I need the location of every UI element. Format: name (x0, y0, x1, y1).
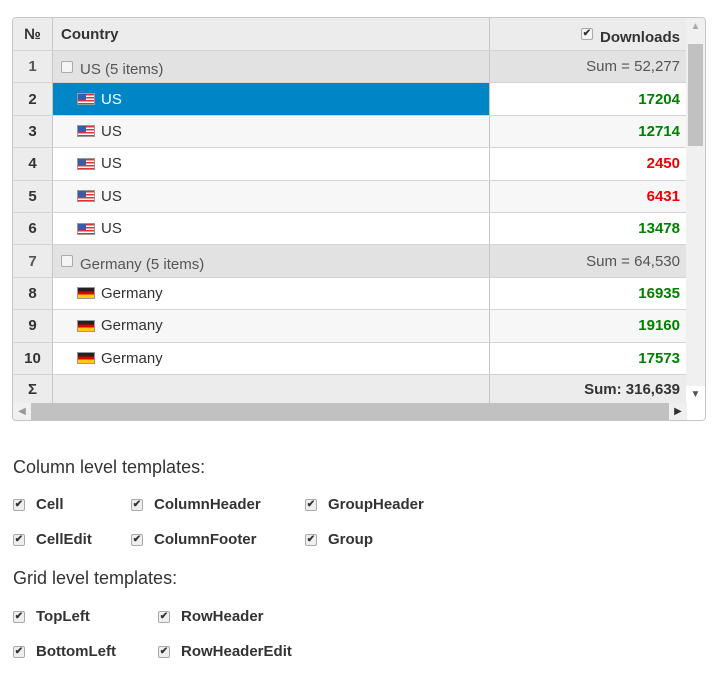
checkbox[interactable]: ✔ (131, 498, 143, 511)
group-checkbox[interactable] (61, 255, 73, 268)
option-celledit[interactable]: ✔ CellEdit (13, 531, 92, 548)
grid-templates-title: Grid level templates: (13, 568, 178, 588)
horizontal-scrollbar[interactable]: ◀ ▶ (13, 403, 687, 420)
checkbox[interactable]: ✔ (13, 610, 25, 623)
flag-us-icon (77, 222, 95, 235)
country-cell[interactable]: US (53, 148, 490, 180)
checkbox[interactable]: ✔ (305, 498, 317, 511)
option-bottomleft[interactable]: ✔ BottomLeft (13, 643, 116, 660)
downloads-checkbox[interactable]: ✔ (580, 28, 593, 40)
flag-us-icon (77, 190, 95, 203)
group-row[interactable]: 7 Germany (5 items) Sum = 64,530 (13, 245, 687, 278)
table-row[interactable]: 6 US 13478 (13, 213, 687, 246)
option-cell[interactable]: ✔ Cell (13, 496, 64, 513)
checkbox[interactable]: ✔ (13, 645, 25, 658)
option-columnfooter[interactable]: ✔ ColumnFooter (131, 531, 257, 548)
row-header[interactable]: 10 (13, 342, 53, 374)
row-header[interactable]: 4 (13, 148, 53, 180)
country-cell[interactable]: Germany (53, 342, 490, 374)
scroll-right-icon[interactable]: ▶ (669, 403, 687, 420)
checkbox[interactable]: ✔ (131, 533, 143, 546)
country-cell[interactable]: US (5 items) (53, 51, 490, 83)
checkbox[interactable]: ✔ (158, 645, 170, 658)
row-header[interactable]: 8 (13, 277, 53, 310)
country-cell[interactable]: US (53, 180, 490, 212)
flag-de-icon (77, 352, 95, 365)
downloads-cell[interactable]: 12714 (638, 122, 680, 140)
checkbox[interactable]: ✔ (305, 533, 317, 546)
footer-sum: Sum: 316,639 (584, 381, 680, 398)
country-cell[interactable]: US (53, 83, 490, 115)
table-row[interactable]: 9 Germany 19160 (13, 310, 687, 343)
option-rowheaderedit[interactable]: ✔ RowHeaderEdit (158, 643, 292, 660)
table-row[interactable]: 8 Germany 16935 (13, 277, 687, 311)
scroll-down-icon[interactable]: ▼ (686, 386, 705, 404)
table-row[interactable]: 4 US 2450 (13, 148, 687, 181)
column-templates-title: Column level templates: (13, 457, 206, 477)
group-checkbox[interactable] (61, 60, 73, 73)
flex-grid[interactable]: № Country ✔ Downloads 1 US (5 items) Sum = … (12, 17, 706, 421)
checkbox[interactable]: ✔ (158, 610, 170, 623)
downloads-cell[interactable]: 13478 (638, 220, 680, 238)
table-row[interactable]: 5 US 6431 (13, 180, 687, 213)
footer-country (53, 375, 490, 404)
scroll-thumb[interactable] (688, 44, 703, 146)
header-downloads[interactable]: ✔ Downloads (580, 28, 680, 46)
scroll-up-icon[interactable]: ▲ (690, 21, 701, 32)
row-header[interactable]: 9 (13, 310, 53, 342)
country-cell[interactable]: US (53, 115, 490, 148)
downloads-cell[interactable]: Sum = 52,277 (586, 58, 680, 76)
checkbox[interactable]: ✔ (13, 498, 25, 511)
option-groupheader[interactable]: ✔ GroupHeader (305, 496, 424, 513)
checkbox[interactable]: ✔ (13, 533, 25, 546)
country-cell[interactable]: US (53, 213, 490, 245)
downloads-cell[interactable]: 17204 (638, 90, 680, 108)
header-country[interactable]: Country (53, 18, 490, 50)
row-header[interactable]: 6 (13, 213, 53, 245)
downloads-cell[interactable]: 6431 (646, 187, 680, 205)
row-header[interactable]: 3 (13, 115, 53, 148)
country-cell[interactable]: Germany (53, 310, 490, 342)
table-row[interactable]: 3 US 12714 (13, 115, 687, 149)
option-columnheader[interactable]: ✔ ColumnHeader (131, 496, 261, 513)
downloads-cell[interactable]: 2450 (646, 155, 680, 173)
column-header-row: № Country ✔ Downloads (13, 18, 687, 51)
option-topleft[interactable]: ✔ TopLeft (13, 608, 90, 625)
footer-row: Σ Sum: 316,639 (13, 375, 687, 404)
country-cell[interactable]: Germany (53, 277, 490, 310)
scroll-left-icon[interactable]: ◀ (13, 403, 31, 420)
downloads-cell[interactable]: Sum = 64,530 (586, 252, 680, 270)
flag-us-icon (77, 93, 95, 106)
downloads-cell[interactable]: 17573 (638, 349, 680, 367)
downloads-cell[interactable]: 19160 (638, 317, 680, 335)
flag-us-icon (77, 157, 95, 170)
footer-sigma: Σ (13, 375, 53, 404)
country-cell[interactable]: Germany (5 items) (53, 245, 490, 277)
flag-de-icon (77, 319, 95, 332)
table-row[interactable]: 10 Germany 17573 (13, 342, 687, 375)
row-header[interactable]: 5 (13, 180, 53, 212)
row-header[interactable]: 1 (13, 51, 53, 83)
option-rowheader[interactable]: ✔ RowHeader (158, 608, 264, 625)
flag-de-icon (77, 287, 95, 300)
row-header[interactable]: 2 (13, 83, 53, 115)
option-group[interactable]: ✔ Group (305, 531, 373, 548)
vertical-scrollbar[interactable]: ▲ ▼ (686, 18, 705, 404)
flag-us-icon (77, 125, 95, 138)
downloads-cell[interactable]: 16935 (638, 284, 680, 302)
row-header[interactable]: 7 (13, 245, 53, 277)
header-num[interactable]: № (13, 18, 53, 50)
table-row[interactable]: 2 US 17204 (13, 83, 687, 116)
group-row[interactable]: 1 US (5 items) Sum = 52,277 (13, 51, 687, 84)
